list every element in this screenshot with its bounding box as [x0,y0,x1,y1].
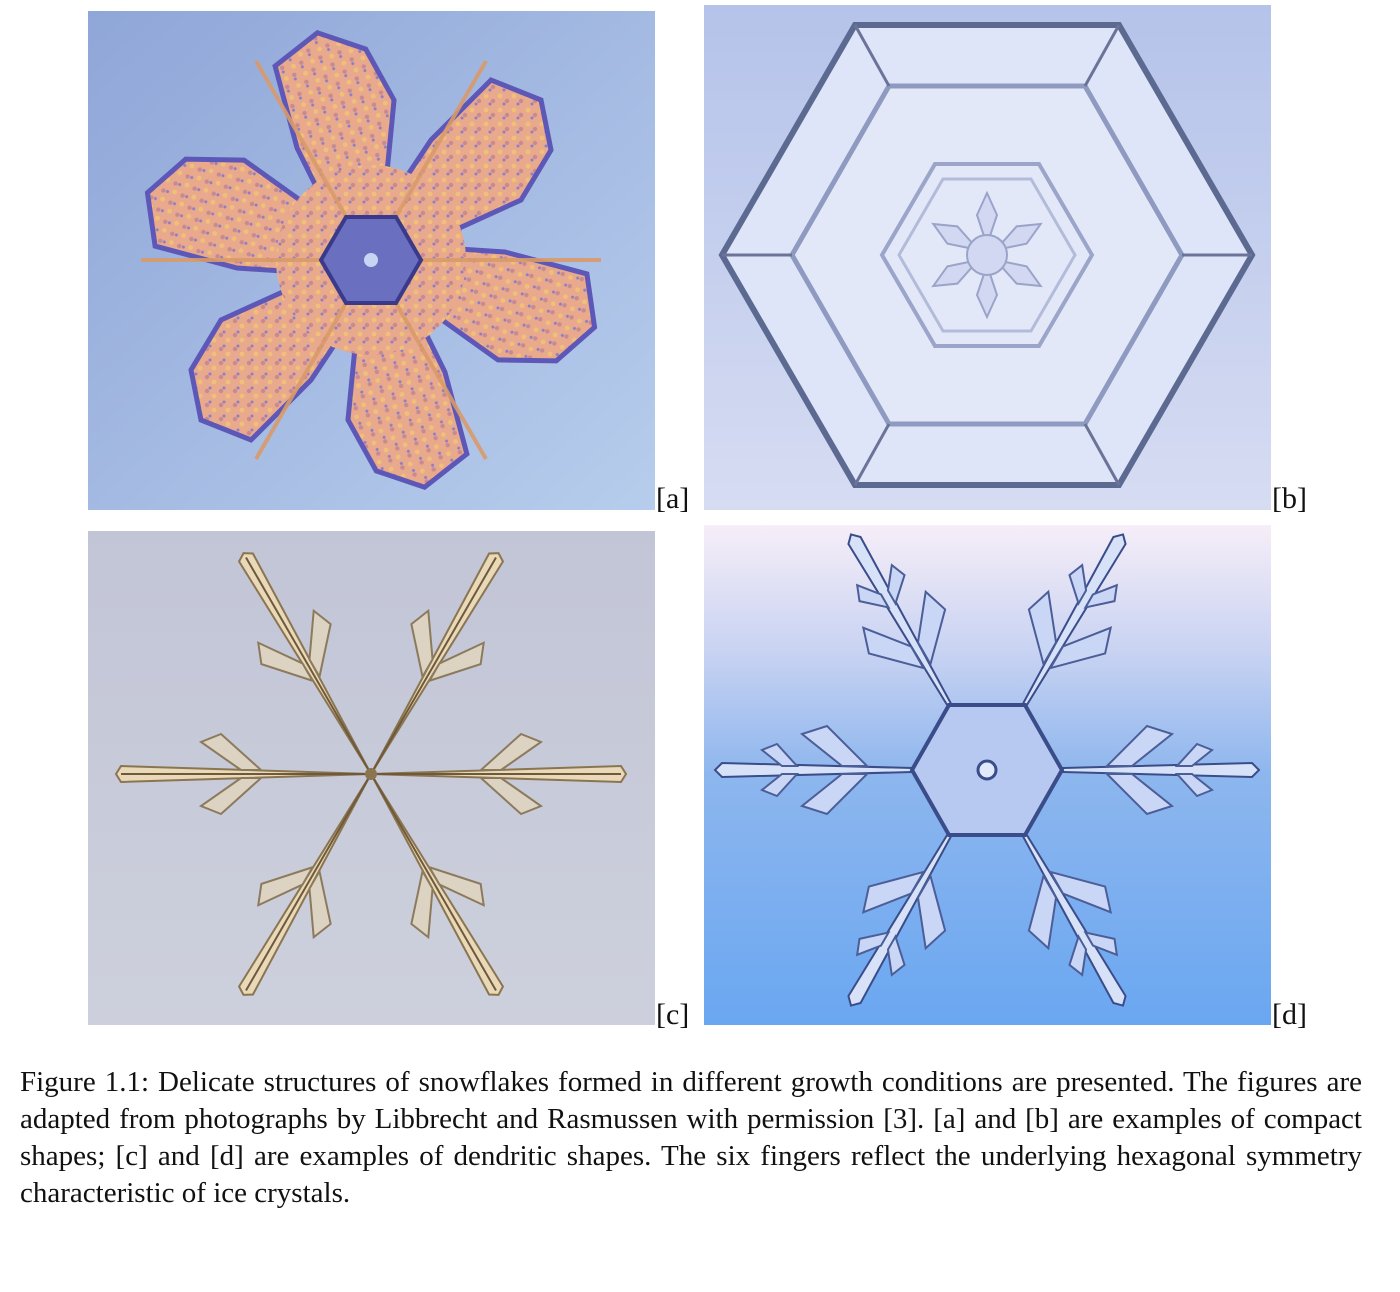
photo-panel-a [88,11,655,510]
photo-panel-d [704,525,1271,1025]
stellar-dendrite-snowflake-photo-icon [704,525,1271,1025]
panel-label-a: [a] [656,482,690,515]
hexagonal-plate-snowflake-photo-icon [704,5,1271,510]
dendritic-snowflake-photo-icon [88,531,655,1025]
photo-panel-c [88,531,655,1025]
figure-caption: Figure 1.1: Delicate structures of snowf… [20,1066,1362,1209]
compact-snowflake-photo-icon [88,11,655,510]
photo-panel-b [704,5,1271,510]
panel-label-d: [d] [1272,998,1307,1031]
panel-label-b: [b] [1272,482,1307,515]
panel-label-c: [c] [656,998,690,1031]
